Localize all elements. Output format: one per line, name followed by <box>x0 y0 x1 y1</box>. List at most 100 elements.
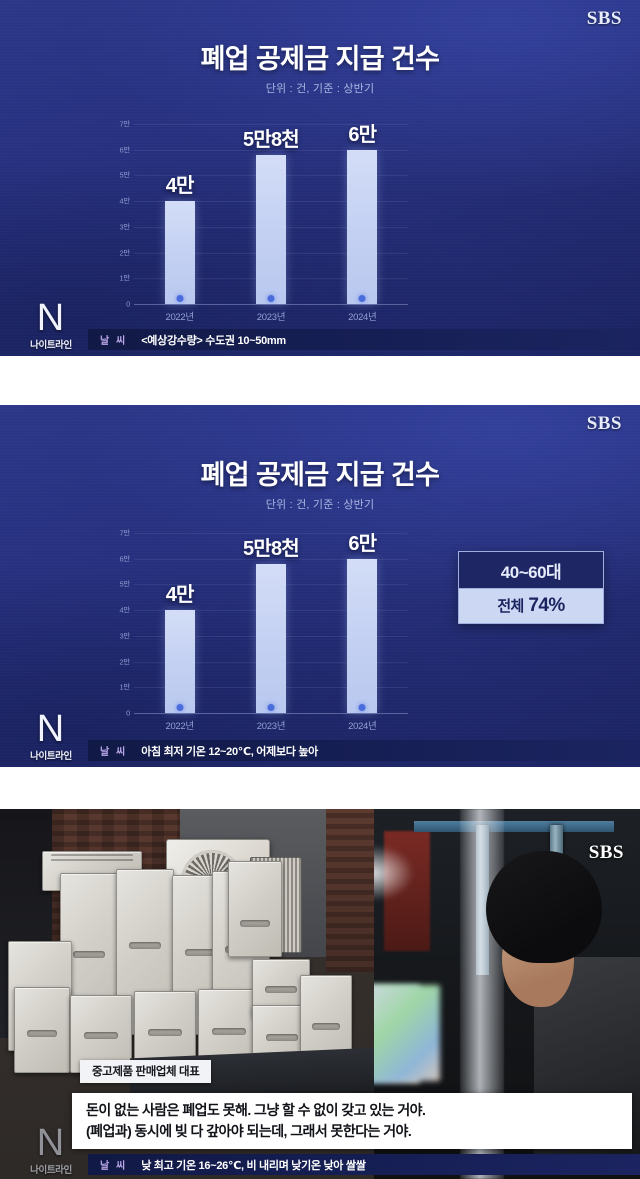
caption-line-2: (폐업과) 동시에 빚 다 갚아야 되는데, 그래서 못한다는 거야. <box>86 1122 412 1139</box>
bar-2024 <box>347 558 378 713</box>
y-tick-0: 0 <box>126 708 130 718</box>
chart-title: 폐업 공제금 지급 건수 <box>200 460 440 490</box>
y-tick-4: 4만 <box>119 196 131 206</box>
y-tick-6: 6만 <box>119 554 131 564</box>
chart-subtitle: 단위 : 건, 기준 : 상반기 <box>265 83 375 95</box>
bar-2023 <box>255 563 286 713</box>
bar-value-2022: 4만 <box>165 583 195 606</box>
y-tick-5: 5만 <box>119 170 131 180</box>
nightline-n-icon: N <box>36 296 66 339</box>
bar-value-2024: 6만 <box>348 532 377 555</box>
ticker-category: 날 씨 <box>100 747 128 758</box>
speaker-name-tag: 중고제품 판매업체 대표 <box>80 1060 212 1083</box>
y-tick-1: 1만 <box>119 273 131 283</box>
x-label-2022: 2022년 <box>165 312 194 323</box>
ac-grill <box>50 854 134 865</box>
y-tick-6: 6만 <box>119 145 131 155</box>
bar-chart-plot-2: 0 1만 2만 3만 4만 5만 6만 7만 4만 <box>108 529 408 732</box>
sbs-logo: SBS <box>586 8 622 29</box>
ac-unit <box>228 861 282 957</box>
callout-age-range: 40~60대 <box>459 552 603 589</box>
age-group-callout: 40~60대 전체 74% <box>458 551 604 624</box>
gridline <box>134 149 408 151</box>
bar-group: 4만 2022년 5만8천 2023년 6만 2024년 <box>134 533 408 732</box>
nightline-brand-mark: N 나이트라인 <box>18 1121 84 1176</box>
x-label-2024: 2024년 <box>348 312 377 323</box>
bar-base-dot-icon <box>267 704 275 711</box>
x-axis-baseline <box>134 304 408 305</box>
bar-base-dot-icon <box>358 295 366 302</box>
bar-chart-plot-1: 0 1만 2만 3만 4만 5만 6만 7만 4만 <box>108 120 408 323</box>
callout-share: 전체 74% <box>459 589 603 623</box>
nightline-name: 나이트라인 <box>30 1165 72 1176</box>
x-label-2023: 2023년 <box>256 312 286 323</box>
blurred-tv-screen <box>374 985 440 1081</box>
bar-slot-2022: 4만 2022년 <box>134 124 225 323</box>
bar-2024 <box>347 149 378 304</box>
ticker-category: 날 씨 <box>100 1161 128 1172</box>
sbs-logo: SBS <box>586 413 622 434</box>
y-tick-5: 5만 <box>119 579 131 589</box>
bar-base-dot-icon <box>267 295 275 302</box>
callout-share-value: 74% <box>528 595 565 616</box>
x-label-2022: 2022년 <box>165 721 194 732</box>
shelf-beam <box>414 821 614 832</box>
callout-share-label: 전체 <box>497 598 524 615</box>
bar-slot-2024: 6만 2024년 <box>317 533 408 732</box>
broadcast-frame-3: SBS 중고제품 판매업체 대표 돈이 없는 사람은 폐업도 못해. 그냥 할 … <box>0 809 640 1179</box>
x-label-2023: 2023년 <box>256 721 286 732</box>
y-tick-2: 2만 <box>119 248 131 258</box>
bar-slot-2023: 5만8천 2023년 <box>225 533 316 732</box>
brick-wall-right <box>326 809 374 972</box>
bar-base-dot-icon <box>176 704 184 711</box>
y-tick-3: 3만 <box>119 222 131 232</box>
y-tick-2: 2만 <box>119 657 131 667</box>
y-tick-1: 1만 <box>119 682 131 692</box>
bar-value-2023: 5만8천 <box>243 128 300 151</box>
y-tick-7: 7만 <box>119 119 131 129</box>
gridline <box>134 558 408 560</box>
bar-base-dot-icon <box>358 704 366 711</box>
window-glare <box>374 845 414 901</box>
news-ticker-3: 날 씨 낮 최고 기온 16~26℃, 비 내리며 낮기온 낮아 쌀쌀 <box>88 1154 640 1175</box>
ticker-text: 낮 최고 기온 16~26℃, 비 내리며 낮기온 낮아 쌀쌀 <box>141 1159 366 1172</box>
ticker-category: 날 씨 <box>100 336 128 347</box>
bar-slot-2023: 5만8천 2023년 <box>225 124 316 323</box>
chart-subtitle: 단위 : 건, 기준 : 상반기 <box>265 499 375 511</box>
y-tick-3: 3만 <box>119 631 131 641</box>
y-tick-4: 4만 <box>119 605 131 615</box>
chart-title: 폐업 공제금 지급 건수 <box>200 44 440 74</box>
bar-base-dot-icon <box>176 295 184 302</box>
bar-2022 <box>164 201 195 304</box>
y-tick-0: 0 <box>126 299 130 309</box>
interview-caption: 돈이 없는 사람은 폐업도 못해. 그냥 할 수 없이 갖고 있는 거야. (폐… <box>72 1093 632 1149</box>
x-label-2024: 2024년 <box>348 721 377 732</box>
y-tick-7: 7만 <box>119 528 131 538</box>
y-axis: 0 1만 2만 3만 4만 5만 6만 7만 <box>108 529 134 718</box>
ticker-text: 아침 최저 기온 12~20℃, 어제보다 높아 <box>141 745 318 758</box>
caption-line-1: 돈이 없는 사람은 폐업도 못해. 그냥 할 수 없이 갖고 있는 거야. <box>86 1102 426 1119</box>
y-axis: 0 1만 2만 3만 4만 5만 6만 7만 <box>108 120 134 309</box>
broadcast-frame-2: SBS 폐업 공제금 지급 건수 단위 : 건, 기준 : 상반기 0 1만 2… <box>0 405 640 767</box>
bar-2023 <box>255 154 286 304</box>
x-axis-baseline <box>134 713 408 714</box>
news-ticker-2: 날 씨 아침 최저 기온 12~20℃, 어제보다 높아 <box>88 740 640 761</box>
ticker-text: <예상강수량> 수도권 10~50mm <box>141 334 286 347</box>
nightline-brand-mark: N 나이트라인 <box>18 296 84 351</box>
nightline-name: 나이트라인 <box>30 340 72 351</box>
nightline-name: 나이트라인 <box>30 751 72 762</box>
bar-value-2024: 6만 <box>348 123 377 146</box>
gridline <box>134 533 408 534</box>
broadcast-frame-1: SBS 폐업 공제금 지급 건수 단위 : 건, 기준 : 상반기 0 1만 2… <box>0 0 640 356</box>
nightline-n-icon: N <box>36 1121 66 1164</box>
nightline-n-icon: N <box>36 707 66 750</box>
gridline <box>134 124 408 125</box>
bar-value-2023: 5만8천 <box>243 537 300 560</box>
bar-slot-2022: 4만 2022년 <box>134 533 225 732</box>
sbs-logo: SBS <box>588 842 624 863</box>
bar-slot-2024: 6만 2024년 <box>317 124 408 323</box>
person-hair <box>486 851 602 963</box>
news-ticker-1: 날 씨 <예상강수량> 수도권 10~50mm <box>88 329 640 350</box>
bar-value-2022: 4만 <box>165 174 195 197</box>
